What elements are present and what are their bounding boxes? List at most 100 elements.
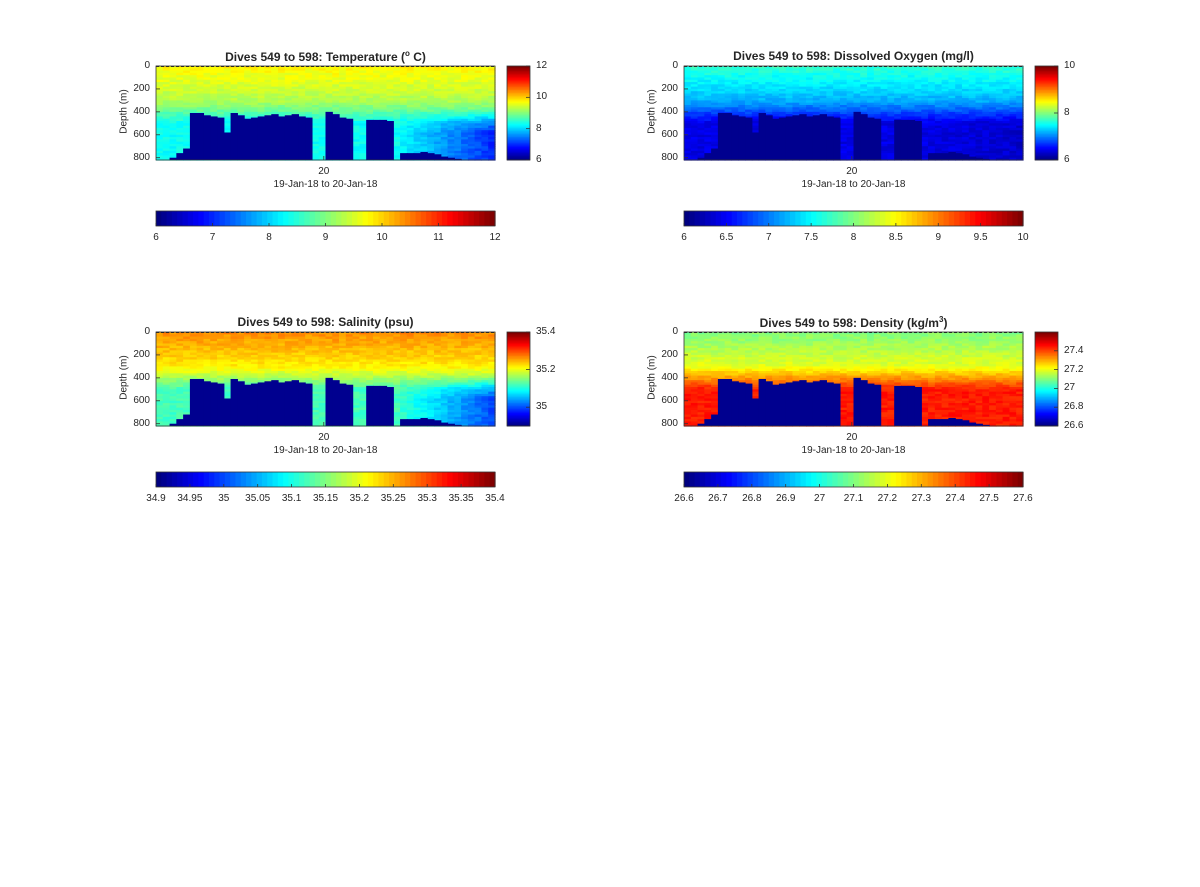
heatmap-cell [989, 121, 997, 124]
heatmap-cell [223, 377, 232, 381]
heatmap-cell [1016, 139, 1024, 143]
side-colorbar-tick-label: 8 [1064, 107, 1070, 118]
heatmap-cell [989, 146, 997, 150]
heatmap-cell [873, 102, 882, 106]
heatmap-cell [196, 366, 205, 370]
heatmap-cell [278, 66, 286, 69]
heatmap-cell [812, 70, 821, 74]
heatmap-cell [812, 93, 821, 97]
heatmap-cell [1016, 157, 1024, 161]
bottom-colorbar-tick-label: 7.5 [804, 232, 819, 243]
heatmap-cell [481, 77, 489, 81]
heatmap-cell [461, 86, 469, 90]
heatmap-cell [941, 121, 950, 124]
heatmap-cell [941, 141, 950, 145]
heatmap-cell [372, 79, 381, 83]
heatmap-cell [968, 70, 977, 74]
heatmap-cell [223, 127, 232, 131]
heatmap-cell [955, 100, 963, 104]
heatmap-cell [792, 109, 800, 113]
heatmap-cell [724, 98, 733, 101]
colorbar-swatch [507, 110, 530, 113]
heatmap-cell [433, 121, 442, 124]
heatmap-cell [284, 98, 293, 101]
heatmap-cell [887, 95, 895, 99]
heatmap-cell [176, 141, 184, 145]
heatmap-cell [1016, 68, 1024, 72]
chart-title-text: Dives 549 to 598: Temperature ( [225, 50, 405, 64]
heatmap-cell [806, 100, 814, 104]
colorbar-swatch [1035, 102, 1058, 105]
heatmap-cell [887, 143, 895, 147]
seafloor-bar [826, 116, 834, 160]
heatmap-cell [400, 150, 408, 154]
heatmap-cell [846, 72, 855, 76]
heatmap-cell [406, 111, 415, 115]
heatmap-cell [826, 109, 834, 113]
heatmap-cell [745, 86, 753, 90]
heatmap-cell [305, 98, 313, 101]
heatmap-cell [982, 111, 990, 115]
heatmap-cell [839, 95, 848, 99]
heatmap-cell [934, 88, 943, 92]
heatmap-cell [941, 82, 950, 85]
heatmap-cell [488, 77, 496, 81]
heatmap-cell [934, 150, 943, 154]
heatmap-cell [833, 75, 841, 79]
heatmap-cell [928, 111, 936, 115]
heatmap-cell [921, 134, 929, 138]
heatmap-cell [427, 132, 435, 136]
heatmap-cell [914, 68, 922, 72]
heatmap-cell [440, 79, 449, 83]
seafloor-bar [860, 114, 868, 160]
heatmap-cell [900, 66, 909, 69]
heatmap-cell [278, 114, 286, 118]
heatmap-cell [162, 336, 171, 340]
heatmap-cell [359, 143, 367, 147]
heatmap-cell [420, 93, 428, 97]
heatmap-cell [183, 111, 191, 115]
heatmap-cell [751, 88, 760, 92]
heatmap-cell [880, 157, 888, 161]
heatmap-cell [169, 361, 177, 365]
heatmap-cell [386, 102, 394, 106]
heatmap-cell [447, 127, 455, 131]
heatmap-cell [427, 79, 435, 83]
heatmap-cell [271, 88, 279, 92]
heatmap-cell [311, 137, 320, 140]
heatmap-cell [880, 88, 888, 92]
heatmap-cell [169, 146, 177, 150]
heatmap-cell [481, 102, 489, 106]
heatmap-cell [413, 116, 422, 120]
heatmap-cell [1002, 125, 1011, 129]
heatmap-cell [684, 104, 692, 108]
heatmap-cell [359, 134, 367, 138]
heatmap-cell [264, 109, 272, 113]
heatmap-cell [176, 382, 184, 386]
heatmap-cell [311, 141, 320, 145]
heatmap-cell [731, 88, 739, 92]
heatmap-cell [826, 100, 834, 104]
heatmap-cell [223, 364, 232, 367]
colorbar-swatch [507, 80, 530, 83]
side-colorbar [506, 65, 531, 161]
heatmap-cell [968, 100, 977, 104]
heatmap-cell [183, 391, 191, 395]
heatmap-cell [765, 98, 773, 101]
heatmap-cell [792, 70, 800, 74]
heatmap-cell [887, 141, 895, 145]
heatmap-cell [955, 98, 963, 101]
heatmap-cell [366, 82, 374, 85]
heatmap-cell [880, 118, 888, 122]
heatmap-cell [298, 91, 306, 95]
heatmap-cell [697, 155, 705, 159]
heatmap-cell [867, 111, 875, 115]
heatmap-cell [278, 95, 286, 99]
heatmap-cell [244, 95, 252, 99]
heatmap-cell [393, 114, 401, 118]
heatmap-cell [176, 375, 184, 379]
heatmap-cell [711, 107, 719, 111]
heatmap-cell [162, 66, 171, 69]
heatmap-cell [345, 116, 354, 120]
heatmap-cell [393, 82, 401, 85]
